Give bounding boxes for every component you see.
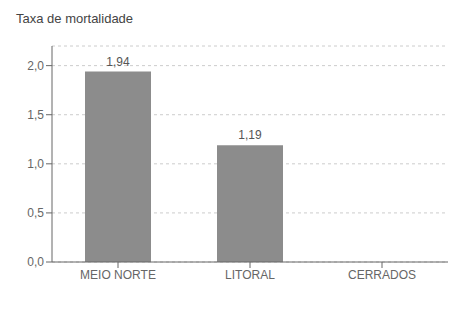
svg-text:1,94: 1,94 xyxy=(106,55,130,69)
svg-text:MEIO NORTE: MEIO NORTE xyxy=(80,268,156,282)
svg-text:1,0: 1,0 xyxy=(27,157,44,171)
svg-text:CERRADOS: CERRADOS xyxy=(348,268,416,282)
svg-text:0,0: 0,0 xyxy=(27,255,44,269)
svg-text:1,19: 1,19 xyxy=(238,128,262,142)
svg-text:LITORAL: LITORAL xyxy=(225,268,275,282)
svg-text:2,0: 2,0 xyxy=(27,59,44,73)
html-text:Taxa de mortalidade: Taxa de mortalidade xyxy=(16,11,134,26)
svg-text:1,5: 1,5 xyxy=(27,108,44,122)
svg-text:0,5: 0,5 xyxy=(27,206,44,220)
